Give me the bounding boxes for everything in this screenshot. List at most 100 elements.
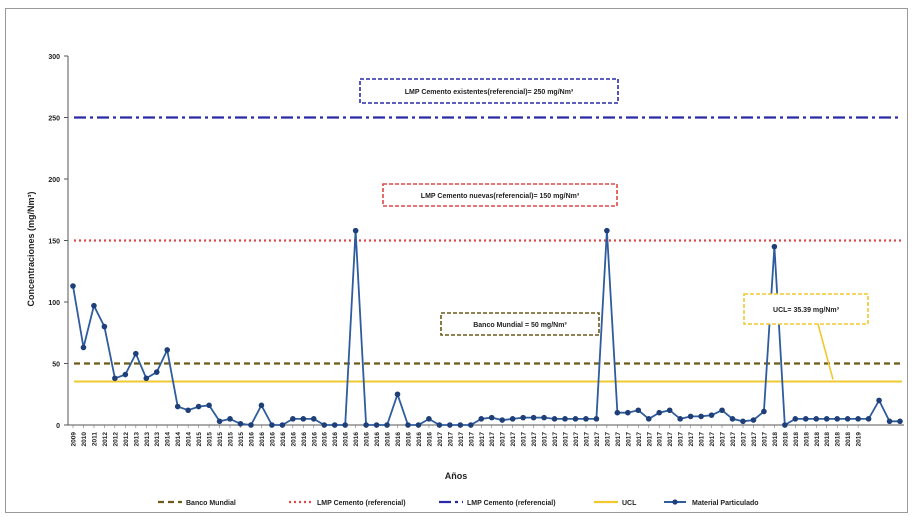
data-point xyxy=(467,422,474,428)
data-point xyxy=(551,416,558,422)
data-point xyxy=(656,409,663,416)
data-point xyxy=(708,412,715,418)
data-point xyxy=(478,416,485,422)
annotation-text: LMP Cemento existentes(referencial)= 250… xyxy=(405,89,574,96)
data-point xyxy=(310,416,317,422)
x-tick-label: 2016 xyxy=(280,432,287,447)
data-point xyxy=(614,409,621,416)
x-tick-label: 2013 xyxy=(144,432,151,447)
x-tick-label: 2013 xyxy=(133,432,140,447)
data-point xyxy=(300,416,307,422)
data-point xyxy=(782,422,788,428)
annotations: LMP Cemento existentes(referencial)= 250… xyxy=(359,78,869,380)
data-point xyxy=(719,407,725,414)
x-tick-label: 2017 xyxy=(720,432,727,447)
y-tick-label: 150 xyxy=(48,239,60,246)
annotation-box xyxy=(440,312,600,336)
legend-label: Material Particulado xyxy=(692,500,759,507)
x-tick-label: 2015 xyxy=(228,432,235,447)
data-point xyxy=(572,416,579,422)
legend-marker xyxy=(672,499,678,505)
data-point xyxy=(405,422,411,428)
x-tick-label: 2017 xyxy=(751,432,758,447)
data-point xyxy=(426,416,432,422)
data-point xyxy=(143,375,150,382)
data-point xyxy=(447,422,453,428)
data-point xyxy=(823,416,830,422)
x-tick-label: 2018 xyxy=(835,432,842,447)
x-tick-label: 2017 xyxy=(615,432,622,447)
data-point xyxy=(792,416,799,422)
x-tick-label: 2018 xyxy=(814,432,821,447)
data-point xyxy=(70,283,76,289)
y-tick-label: 200 xyxy=(48,177,60,184)
data-point xyxy=(352,227,359,234)
x-tick-label: 2017 xyxy=(730,432,737,447)
data-point xyxy=(269,422,275,428)
legend-label: Banco Mundial xyxy=(186,500,236,507)
data-point xyxy=(342,422,348,428)
x-tick-label: 2015 xyxy=(196,432,203,447)
annotation-pointer xyxy=(817,323,834,380)
x-tick-label: 2016 xyxy=(405,432,412,447)
data-point xyxy=(729,416,736,422)
data-point xyxy=(593,416,600,422)
x-tick-label: 2018 xyxy=(782,432,789,447)
x-tick-label: 2017 xyxy=(479,432,486,447)
data-point xyxy=(436,422,443,428)
x-tick-label: 2017 xyxy=(740,432,747,447)
x-tick-label: 2016 xyxy=(395,432,402,447)
x-tick-label: 2017 xyxy=(458,432,465,447)
data-point xyxy=(227,416,233,422)
x-tick-label: 2016 xyxy=(259,432,266,447)
data-point xyxy=(771,243,778,250)
x-tick-label: 2018 xyxy=(824,432,831,447)
x-tick-label: 2018 xyxy=(845,432,852,447)
legend-label: LMP Cemento (referencial) xyxy=(317,500,406,507)
x-tick-label: 2017 xyxy=(688,432,695,447)
data-point xyxy=(101,323,108,330)
annotation-box xyxy=(382,183,618,207)
data-point xyxy=(897,418,903,425)
data-point xyxy=(279,422,286,428)
x-tick-label: 2015 xyxy=(238,432,245,447)
x-tick-label: 2018 xyxy=(772,432,779,447)
x-tick-label: 2012 xyxy=(123,432,130,447)
x-tick-label: 2017 xyxy=(646,432,653,447)
data-point xyxy=(834,416,840,422)
data-point xyxy=(635,407,642,414)
y-tick-label: 50 xyxy=(52,362,60,369)
data-point xyxy=(499,417,506,423)
x-tick-label: 2017 xyxy=(563,432,570,447)
data-point xyxy=(509,416,516,422)
x-tick-label: 2012 xyxy=(112,432,119,447)
x-tick-label: 2012 xyxy=(102,432,109,447)
data-point xyxy=(844,416,851,422)
x-tick-label: 2019 xyxy=(856,432,863,447)
data-point xyxy=(237,420,244,427)
data-point xyxy=(373,422,380,428)
data-point xyxy=(488,414,495,421)
x-tick-label: 2017 xyxy=(437,432,444,447)
y-tick-label: 0 xyxy=(56,423,60,430)
x-tick-label: 2017 xyxy=(594,432,601,447)
x-tick-label: 2017 xyxy=(625,432,632,447)
y-tick-label: 250 xyxy=(48,116,60,123)
data-point xyxy=(530,414,537,421)
x-tick-label: 2017 xyxy=(709,432,716,447)
data-point xyxy=(802,416,809,422)
data-point xyxy=(520,414,526,421)
x-tick-label: 2014 xyxy=(186,432,193,447)
data-point xyxy=(677,416,683,422)
data-point xyxy=(541,414,547,421)
y-tick-label: 300 xyxy=(48,54,60,61)
x-tick-label: 2016 xyxy=(353,432,360,447)
data-point xyxy=(290,416,296,422)
x-tick-label: 2016 xyxy=(269,432,276,447)
annotation-text: UCL= 35.39 mg/Nm³ xyxy=(773,307,840,314)
data-point xyxy=(195,403,202,410)
data-point xyxy=(206,402,212,409)
annotation-text: LMP Cemento nuevas(referencial)= 150 mg/… xyxy=(421,193,580,200)
